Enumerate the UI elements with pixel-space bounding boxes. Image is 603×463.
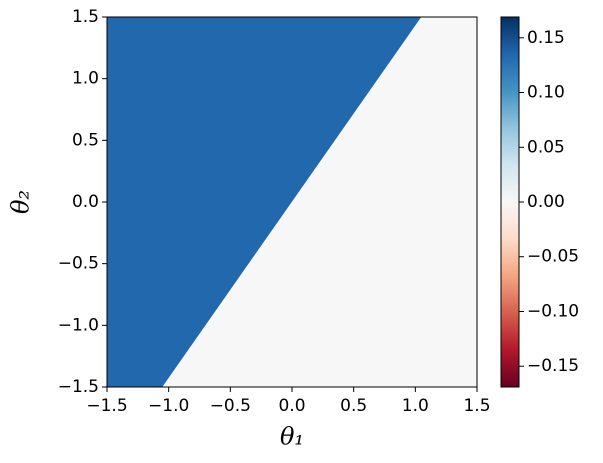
colorbar-tick-label: 0.05 [527,137,565,157]
y-tick-label: −1.0 [58,315,99,335]
x-tick-label: −0.5 [210,396,251,416]
colorbar-tick-label: −0.15 [527,356,579,376]
y-tick-label: 0.5 [72,130,99,150]
colorbar-tick-label: 0.10 [527,83,565,103]
y-tick-label: −1.5 [58,377,99,397]
x-tick-label: −1.5 [86,396,127,416]
colorbar-tick-label: 0.00 [527,192,565,212]
y-tick-label: 1.0 [72,69,99,89]
x-tick-label: −1.0 [148,396,189,416]
colorbar-tick-label: 0.15 [527,28,565,48]
x-tick-label: 1.5 [463,396,490,416]
x-tick-label: 0.0 [278,396,305,416]
y-axis-label: θ₂ [7,190,35,214]
x-axis-label: θ₁ [280,423,304,451]
colorbar-tick-label: −0.05 [527,247,579,267]
x-tick-label: 1.0 [402,396,429,416]
colorbar [500,16,520,388]
y-tick-label: 1.5 [72,7,99,27]
y-tick-label: −0.5 [58,254,99,274]
x-tick-label: 0.5 [340,396,367,416]
colorbar-tick-label: −0.10 [527,301,579,321]
y-tick-label: 0.0 [72,192,99,212]
